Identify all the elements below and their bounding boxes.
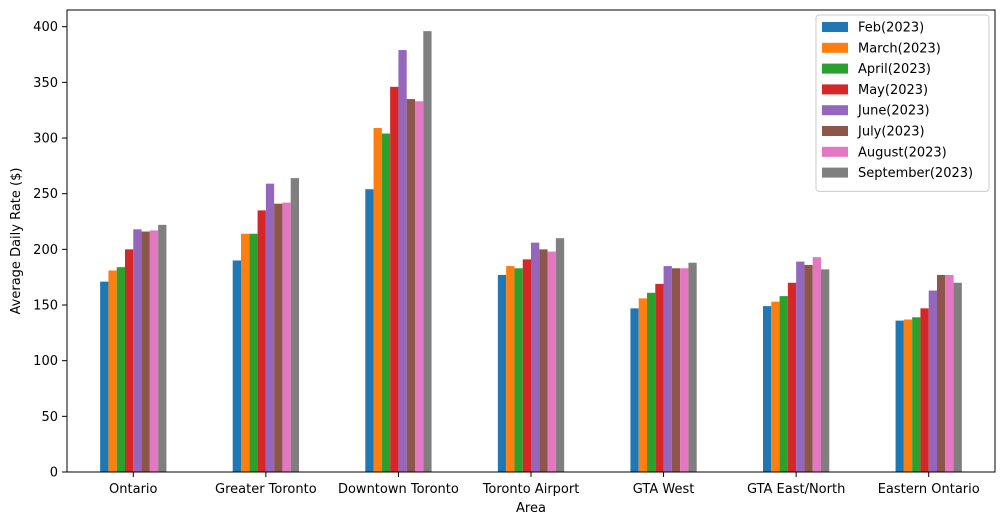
y-tick-label: 300 [33,132,58,147]
bar [274,203,283,472]
bar [920,308,929,472]
y-tick-label: 250 [33,187,58,202]
y-tick-label: 350 [33,76,58,91]
x-tick-label: Ontario [109,482,157,497]
bar [522,259,531,472]
bar [415,101,424,472]
legend-label: July(2023) [857,125,925,140]
bar [290,178,299,473]
x-tick-label: GTA East/North [747,482,845,497]
plot-frame [66,9,996,473]
bar [232,260,241,472]
bar [647,292,656,472]
legend-label: Feb(2023) [858,21,924,36]
bar [390,86,399,473]
y-tick-label: 150 [33,299,58,314]
bar [812,257,821,472]
y-tick-label: 100 [33,354,58,369]
y-axis-ticks: 0 50 100 150 200 250 300 350 400 [33,20,67,481]
bar [821,269,830,472]
legend-swatch [822,63,848,74]
bar [506,266,515,472]
bar [787,282,797,472]
x-tick-label: GTA West [633,482,695,497]
bar [398,50,407,472]
bar [108,270,117,472]
y-tick-label: 400 [33,20,58,35]
bar [671,268,681,472]
bar [249,233,258,472]
x-tick-label: Toronto Airport [482,482,580,497]
bar [373,128,382,472]
legend-box [815,14,990,192]
y-tick-label: 50 [41,410,58,425]
bar [937,274,946,472]
legend-swatch [822,84,848,95]
legend-label: September(2023) [858,166,973,181]
bar [630,308,639,472]
legend-label: June(2023) [857,104,930,119]
bars-group [100,31,962,473]
x-axis-label: Area [516,501,546,516]
bar [779,296,788,472]
bar [100,281,109,472]
bar [365,189,374,472]
legend-label: August(2023) [858,145,947,160]
bar [895,320,904,472]
legend-swatch [822,22,848,32]
x-tick-label: Downtown Toronto [338,482,459,497]
bar [133,229,142,472]
bar [241,233,250,472]
bar [771,301,780,472]
legend-label: March(2023) [858,41,941,56]
bar [125,249,134,472]
bar [638,298,647,472]
bar [158,224,167,472]
x-tick-label: Greater Toronto [215,482,317,497]
bar [655,283,664,472]
y-tick-label: 0 [50,466,58,481]
bar [282,202,291,472]
bar [547,251,556,472]
bar [149,230,159,472]
x-axis-ticks: Ontario Greater Toronto Downtown Toronto To… [109,472,980,497]
y-tick-label: 200 [33,243,58,258]
bar [497,274,507,472]
legend-label: April(2023) [858,62,931,77]
y-axis-label: Average Daily Rate ($) [9,168,24,315]
bar [804,264,813,472]
bar [381,133,391,472]
legend-label: May(2023) [858,83,928,98]
bar [406,99,415,472]
bar [688,262,697,472]
bar [257,210,266,472]
bar [953,282,962,472]
legend-swatch [822,146,848,157]
legend-swatch [822,167,848,178]
bar [539,249,548,472]
bar [423,31,432,473]
bar [903,319,913,472]
bar [680,268,689,472]
legend: Feb(2023) March(2023) April(2023) May(2023)… [815,14,990,192]
bar [663,266,672,472]
bar [531,242,540,472]
legend-swatch [822,105,848,116]
bar [555,238,565,472]
bar [945,274,954,472]
bar [912,317,921,472]
bar [928,290,937,472]
legend-swatch [822,42,848,53]
bar [796,261,805,472]
bar [141,231,150,472]
bar [116,267,125,472]
bar [514,268,523,472]
bar [265,183,275,472]
bar [763,306,772,472]
legend-swatch [822,126,848,136]
x-tick-label: Eastern Ontario [878,482,980,497]
